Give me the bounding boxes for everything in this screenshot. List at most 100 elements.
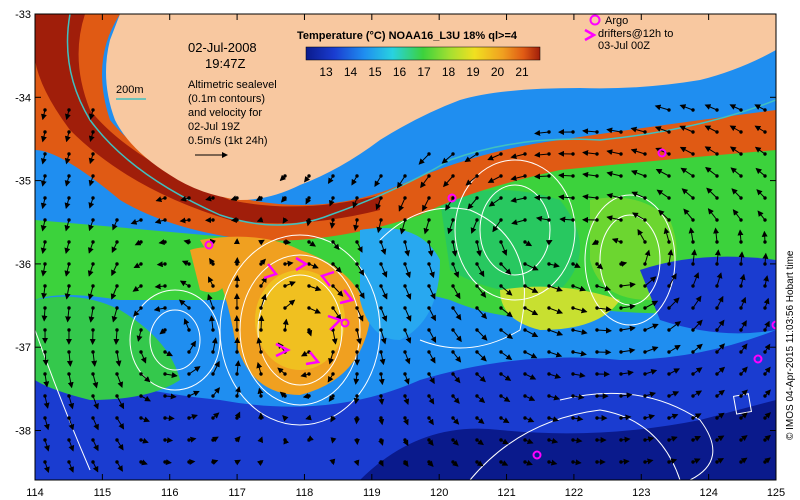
velocity-origin-dot: [547, 438, 551, 442]
velocity-arrow: [510, 175, 526, 181]
velocity-origin-dot: [499, 394, 503, 398]
velocity-origin-dot: [163, 416, 167, 420]
velocity-arrow: [644, 369, 658, 375]
velocity-origin-dot: [139, 416, 143, 420]
velocity-arrow: [92, 439, 99, 452]
velocity-origin-dot: [139, 328, 143, 332]
velocity-origin-dot: [115, 240, 119, 244]
velocity-origin-dot: [235, 240, 239, 244]
velocity-origin-dot: [595, 196, 599, 200]
velocity-origin-dot: [547, 328, 551, 332]
contour-label: 200m: [116, 84, 144, 96]
velocity-arrow: [739, 273, 746, 287]
velocity-origin-dot: [691, 438, 695, 442]
velocity-arrow: [452, 373, 461, 384]
velocity-origin-dot: [403, 394, 407, 398]
velocity-origin-dot: [739, 152, 743, 156]
velocity-origin-dot: [499, 372, 503, 376]
velocity-arrow: [64, 219, 71, 232]
y-tick-label: -37: [15, 342, 31, 354]
velocity-origin-dot: [331, 460, 335, 464]
velocity-arrow: [41, 307, 48, 322]
velocity-arrow: [356, 307, 364, 322]
velocity-origin-dot: [43, 174, 47, 178]
argo-drift-arrows: [263, 256, 355, 366]
velocity-origin-dot: [235, 460, 239, 464]
velocity-origin-dot: [211, 416, 215, 420]
velocity-origin-dot: [739, 240, 743, 244]
velocity-origin-dot: [115, 394, 119, 398]
velocity-origin-dot: [715, 328, 719, 332]
velocity-origin-dot: [499, 152, 503, 156]
velocity-origin-dot: [259, 262, 263, 266]
velocity-arrow: [308, 307, 322, 314]
velocity-arrow: [380, 241, 387, 255]
velocity-arrow: [572, 393, 585, 400]
velocity-origin-dot: [139, 218, 143, 222]
x-tick-label: 118: [296, 487, 314, 499]
velocity-arrow: [404, 285, 412, 300]
velocity-origin-dot: [643, 350, 647, 354]
velocity-arrow: [729, 146, 742, 155]
velocity-arrow: [451, 241, 458, 257]
velocity-origin-dot: [595, 262, 599, 266]
velocity-origin-dot: [43, 460, 47, 464]
velocity-origin-dot: [259, 284, 263, 288]
velocity-arrow: [115, 351, 122, 367]
velocity-arrow: [258, 315, 265, 331]
velocity-origin-dot: [643, 460, 647, 464]
velocity-origin-dot: [595, 152, 599, 156]
velocity-origin-dot: [523, 174, 527, 178]
velocity-arrow: [732, 209, 742, 221]
velocity-origin-dot: [667, 284, 671, 288]
velocity-origin-dot: [739, 328, 743, 332]
velocity-arrow: [548, 394, 560, 401]
velocity-origin-dot: [475, 306, 479, 310]
velocity-arrow: [92, 461, 99, 473]
velocity-origin-dot: [379, 394, 383, 398]
velocity-arrow: [679, 104, 694, 111]
velocity-origin-dot: [691, 394, 695, 398]
warm-current: [35, 14, 776, 241]
velocity-arrow: [452, 285, 461, 300]
velocity-origin-dot: [211, 328, 215, 332]
velocity-origin-dot: [283, 174, 287, 178]
velocity-origin-dot: [475, 284, 479, 288]
velocity-origin-dot: [763, 218, 767, 222]
velocity-arrow: [376, 219, 383, 234]
velocity-origin-dot: [187, 306, 191, 310]
velocity-arrow: [644, 346, 659, 353]
velocity-arrow: [620, 347, 636, 354]
velocity-arrow: [500, 241, 508, 256]
bathymetry-contour-200m: [66, 14, 776, 226]
velocity-origin-dot: [499, 284, 503, 288]
velocity-origin-dot: [547, 218, 551, 222]
credit-text: © IMOS 04-Apr-2015 11:03:56 Hobart time: [785, 250, 796, 440]
velocity-origin-dot: [403, 416, 407, 420]
land-australia: [106, 14, 776, 200]
velocity-origin-dot: [259, 306, 263, 310]
velocity-origin-dot: [163, 196, 167, 200]
x-tick-label: 122: [565, 487, 583, 499]
velocity-arrow: [476, 351, 487, 362]
drifters-line-1: drifters@12h to: [598, 28, 673, 40]
velocity-arrow: [730, 167, 742, 177]
velocity-arrow: [452, 263, 460, 278]
velocity-origin-dot: [91, 130, 95, 134]
velocity-origin-dot: [43, 284, 47, 288]
velocity-origin-dot: [715, 130, 719, 134]
velocity-arrow: [445, 197, 454, 211]
velocity-origin-dot: [571, 350, 575, 354]
velocity-arrow: [64, 197, 71, 209]
velocity-origin-dot: [619, 394, 623, 398]
velocity-origin-dot: [355, 328, 359, 332]
velocity-origin-dot: [691, 152, 695, 156]
velocity-arrow: [572, 372, 586, 379]
velocity-origin-dot: [355, 284, 359, 288]
velocity-arrow: [620, 281, 636, 288]
velocity-origin-dot: [499, 460, 503, 464]
velocity-origin-dot: [403, 438, 407, 442]
velocity-arrow: [207, 293, 214, 309]
velocity-origin-dot: [475, 240, 479, 244]
velocity-arrow: [212, 387, 220, 397]
